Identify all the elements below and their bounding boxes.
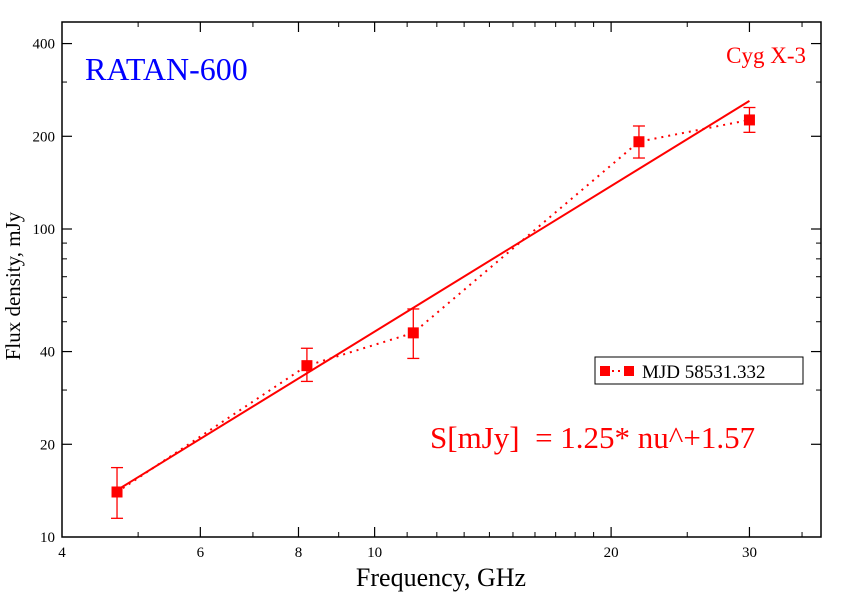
- data-point: [111, 486, 123, 498]
- plot-frame: [61, 21, 822, 538]
- y-tick-label: 40: [40, 345, 55, 361]
- legend: MJD 58531.332: [594, 356, 804, 385]
- data-point: [743, 114, 755, 126]
- x-tick-label: 4: [58, 545, 66, 561]
- data-point: [407, 327, 419, 339]
- data-layer: [111, 106, 756, 519]
- x-tick-label: 6: [197, 545, 205, 561]
- chart-title: RATAN-600: [85, 51, 248, 87]
- fit-layer: [116, 100, 750, 492]
- y-tick-label: 400: [33, 37, 56, 53]
- fit-equation: S[mJy] = 1.25* nu^+1.57: [430, 420, 755, 455]
- chart-subtitle: Cyg X-3: [726, 43, 806, 68]
- data-point: [633, 136, 645, 148]
- x-tick-label: 30: [742, 545, 757, 561]
- x-axis-ticks: 4 6 8 10 20 30: [58, 22, 803, 561]
- legend-marker: [600, 366, 610, 376]
- x-tick-label: 20: [604, 545, 619, 561]
- legend-marker: [624, 366, 634, 376]
- y-tick-label: 200: [33, 129, 56, 145]
- data-point: [301, 360, 313, 372]
- x-axis-label: Frequency, GHz: [356, 563, 526, 592]
- x-tick-label: 10: [367, 545, 382, 561]
- series-line: [116, 118, 750, 493]
- y-tick-label: 100: [33, 222, 56, 238]
- y-axis-ticks: 10 20 40 100 200 400: [33, 37, 821, 546]
- y-axis-label: Flux density, mJy: [1, 211, 25, 360]
- fit-line: [116, 100, 750, 492]
- x-tick-label: 8: [295, 545, 303, 561]
- y-tick-label: 20: [40, 437, 55, 453]
- legend-label: MJD 58531.332: [642, 362, 766, 383]
- y-tick-label: 10: [40, 530, 55, 546]
